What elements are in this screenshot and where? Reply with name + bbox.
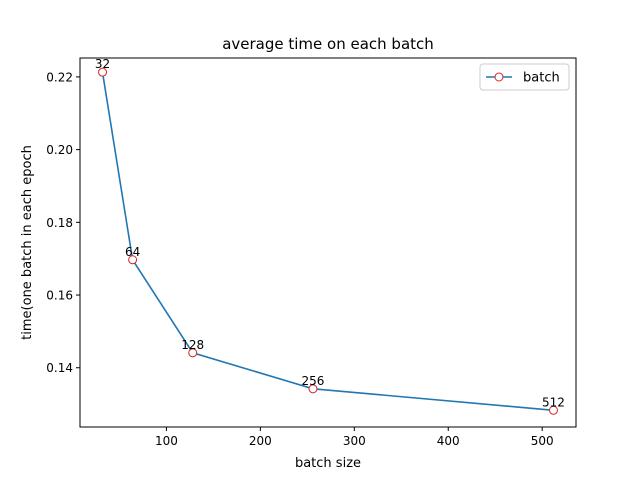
data-point-32 xyxy=(98,67,108,77)
y-tick-label-4: 0.22 xyxy=(46,70,73,84)
x-tick-label-400: 400 xyxy=(437,434,460,448)
plot-area: 100 200 300 400 500 0.14 0.16 0.18 0.20 0.22 32 6… xyxy=(46,57,577,448)
legend: batch xyxy=(479,63,570,91)
series-markers xyxy=(98,67,558,415)
y-axis-ticks: 0.14 0.16 0.18 0.20 0.22 xyxy=(46,70,80,375)
x-axis-ticks: 100 200 300 400 500 xyxy=(155,427,554,448)
data-label-64: 64 xyxy=(125,245,140,259)
data-point-512 xyxy=(548,405,558,415)
x-tick-label-500: 500 xyxy=(531,434,554,448)
legend-entry-batch: batch xyxy=(523,71,560,86)
data-label-256: 256 xyxy=(302,374,325,388)
y-axis-label: time(one batch in each epoch xyxy=(20,145,35,340)
legend-box xyxy=(479,63,570,91)
legend-marker-swatch xyxy=(494,72,504,82)
y-tick-label-0: 0.14 xyxy=(46,361,73,375)
x-tick-label-200: 200 xyxy=(249,434,272,448)
data-point-64 xyxy=(128,255,138,265)
data-label-32: 32 xyxy=(95,57,110,71)
y-tick-label-1: 0.16 xyxy=(46,289,73,303)
data-point-128 xyxy=(188,348,198,358)
data-labels: 32 64 128 256 512 xyxy=(95,57,565,409)
y-tick-label-2: 0.18 xyxy=(46,216,73,230)
data-label-512: 512 xyxy=(542,395,565,409)
x-tick-label-100: 100 xyxy=(155,434,178,448)
data-point-256 xyxy=(308,384,318,394)
plot-frame xyxy=(79,57,577,428)
x-tick-label-300: 300 xyxy=(343,434,366,448)
x-axis-label: batch size xyxy=(295,456,361,471)
data-label-128: 128 xyxy=(181,338,204,352)
y-tick-label-3: 0.20 xyxy=(46,143,73,157)
chart-title: average time on each batch xyxy=(222,35,434,53)
